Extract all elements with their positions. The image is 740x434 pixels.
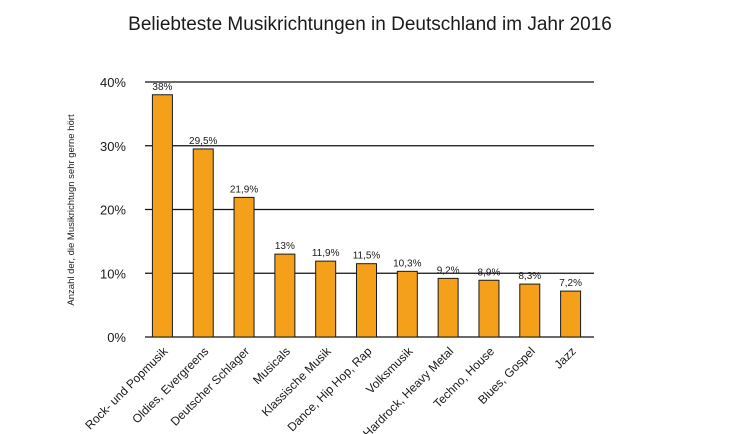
bar: [315, 260, 337, 338]
bar: [519, 283, 541, 338]
y-tick-label: 30%: [100, 139, 126, 154]
data-labels: 38% 29,5% 21,9% 13% 11,9% 11,5% 10,3% 9,2% 8,9% 8…: [152, 82, 582, 289]
bar: [274, 253, 296, 338]
data-label: 11,9%: [312, 248, 340, 259]
bar: [192, 148, 214, 338]
y-tick-label: 0%: [107, 330, 126, 345]
data-label: 8,3%: [518, 271, 541, 282]
data-label: 10,3%: [393, 258, 421, 269]
data-label: 38%: [152, 82, 172, 93]
y-tick-label: 40%: [100, 75, 126, 90]
data-label: 8,9%: [478, 267, 501, 278]
data-label: 21,9%: [230, 184, 258, 195]
category-label: Klassische Musik: [259, 344, 335, 420]
category-label: Jazz: [551, 344, 578, 371]
data-label: 29,5%: [189, 136, 217, 147]
bar: [233, 196, 255, 338]
data-label: 11,5%: [353, 251, 381, 262]
category-label: Deutscher Schlager: [168, 344, 252, 428]
data-label: 7,2%: [559, 278, 582, 289]
bar: [151, 94, 173, 338]
bar: [356, 263, 377, 338]
bar: [396, 270, 418, 338]
data-label: 9,2%: [437, 265, 460, 276]
data-label: 13%: [275, 241, 295, 252]
y-axis-ticks: 0% 10% 20% 30% 40%: [100, 75, 126, 345]
bar: [437, 277, 459, 338]
bar: [478, 279, 500, 338]
bars: [151, 94, 582, 338]
y-tick-label: 10%: [100, 266, 126, 281]
bar: [560, 290, 582, 338]
y-tick-label: 20%: [100, 203, 126, 218]
chart-title: Beliebteste Musikrichtungen in Deutschla…: [128, 14, 612, 35]
y-axis-label: Anzahl der, die Musikrichtugn sehr gerne…: [66, 114, 77, 306]
category-label: Oldies, Evergreens: [129, 344, 211, 426]
